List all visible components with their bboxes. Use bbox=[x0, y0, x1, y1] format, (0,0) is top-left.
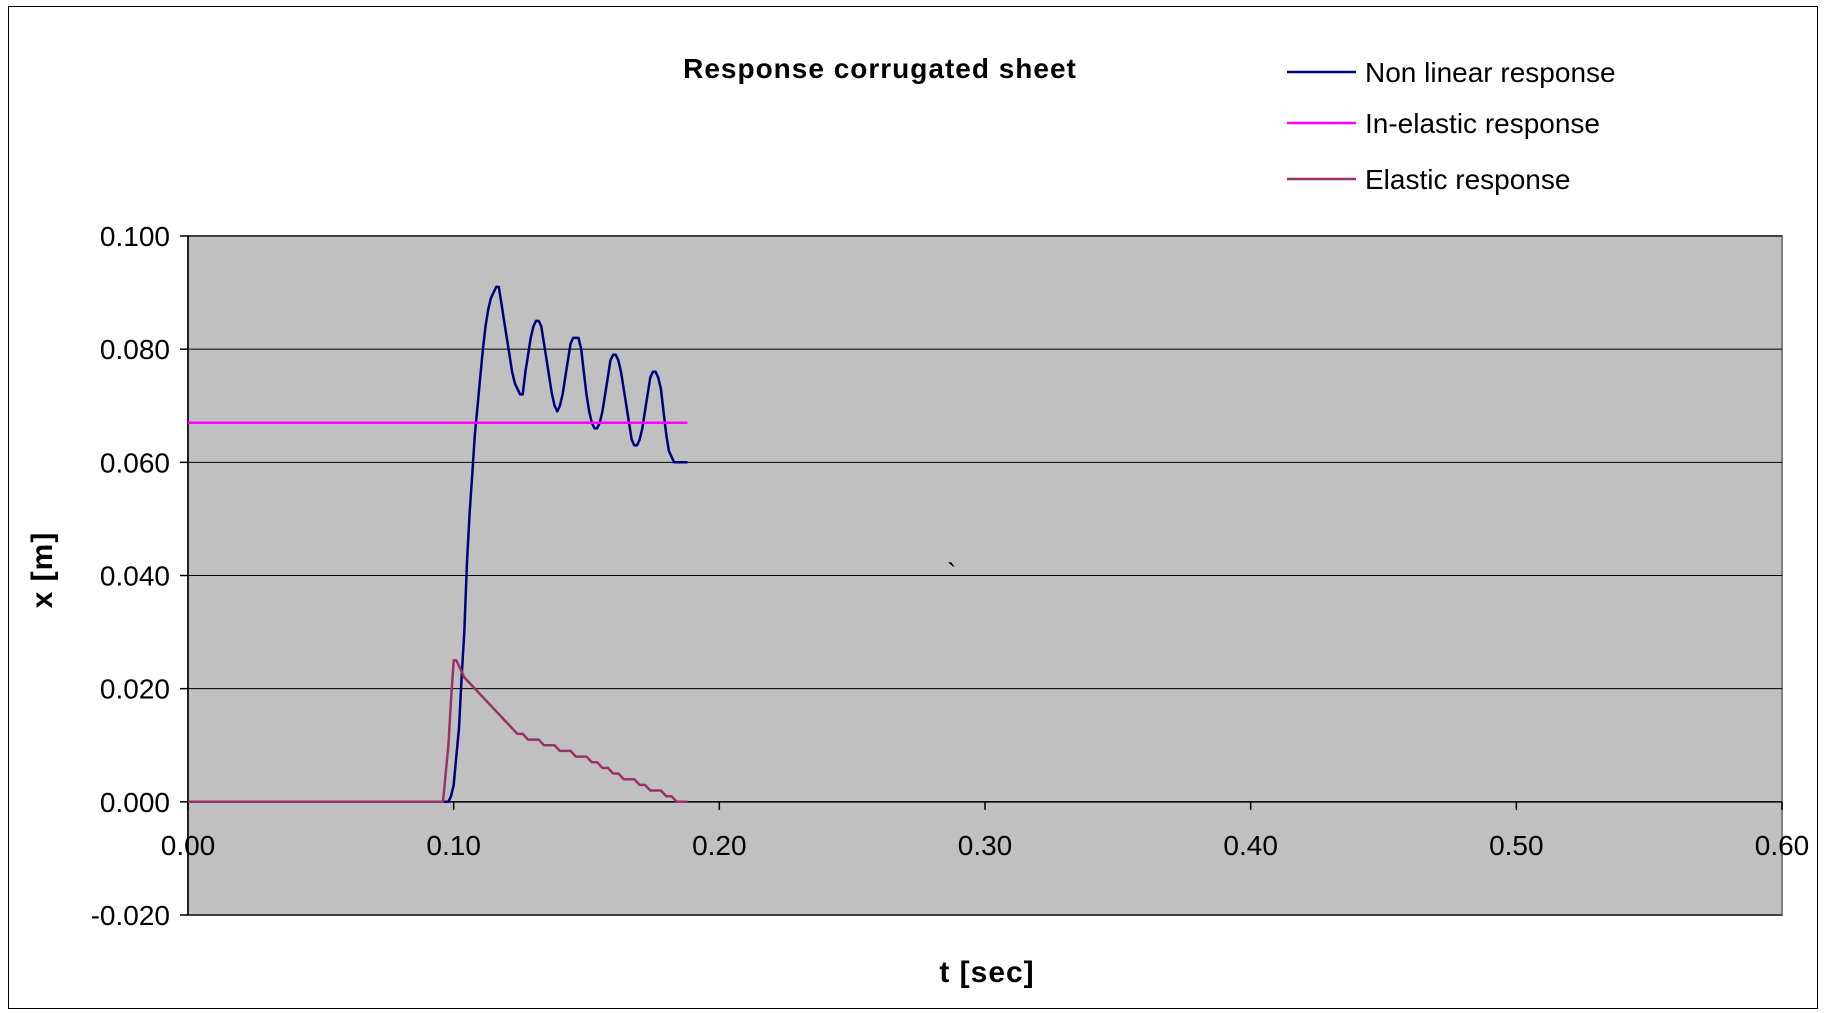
y-tick-label: 0.000 bbox=[100, 787, 170, 818]
y-tick-label: 0.060 bbox=[100, 447, 170, 478]
x-tick-label: 0.60 bbox=[1755, 830, 1810, 861]
y-tick-label: 0.080 bbox=[100, 334, 170, 365]
y-tick-label: 0.020 bbox=[100, 674, 170, 705]
x-tick-label: 0.30 bbox=[958, 830, 1013, 861]
x-tick-labels: 0.00 0.10 0.20 0.30 0.40 0.50 0.60 bbox=[161, 830, 1810, 861]
y-tick-label: 0.040 bbox=[100, 561, 170, 592]
series-line-elastic-response bbox=[188, 659, 688, 804]
legend-label-non-linear-response: Non linear response bbox=[1365, 57, 1616, 88]
x-tick-label: 0.10 bbox=[426, 830, 481, 861]
chart-annotation: ` bbox=[947, 558, 956, 589]
x-tick-label: 0.40 bbox=[1223, 830, 1278, 861]
series-line-non-linear-response bbox=[188, 285, 688, 804]
y-tick-label: -0.020 bbox=[91, 900, 170, 931]
legend: Non linear response In-elastic response El… bbox=[1287, 57, 1616, 195]
legend-label-elastic-response: Elastic response bbox=[1365, 164, 1570, 195]
x-tick-label: 0.50 bbox=[1489, 830, 1544, 861]
y-tick-label: 0.100 bbox=[100, 221, 170, 252]
gridlines bbox=[180, 235, 1782, 916]
series-layer bbox=[188, 285, 688, 804]
y-axis-title: x [m] bbox=[26, 532, 59, 609]
x-tick-label: 0.00 bbox=[161, 830, 216, 861]
legend-label-in-elastic-response: In-elastic response bbox=[1365, 108, 1600, 139]
y-tick-labels: 0.100 0.080 0.060 0.040 0.020 0.000 -0.020 bbox=[91, 221, 170, 931]
x-axis-title: t [sec] bbox=[939, 956, 1034, 989]
x-tick-label: 0.20 bbox=[692, 830, 747, 861]
chart-title: Response corrugated sheet bbox=[683, 53, 1077, 84]
